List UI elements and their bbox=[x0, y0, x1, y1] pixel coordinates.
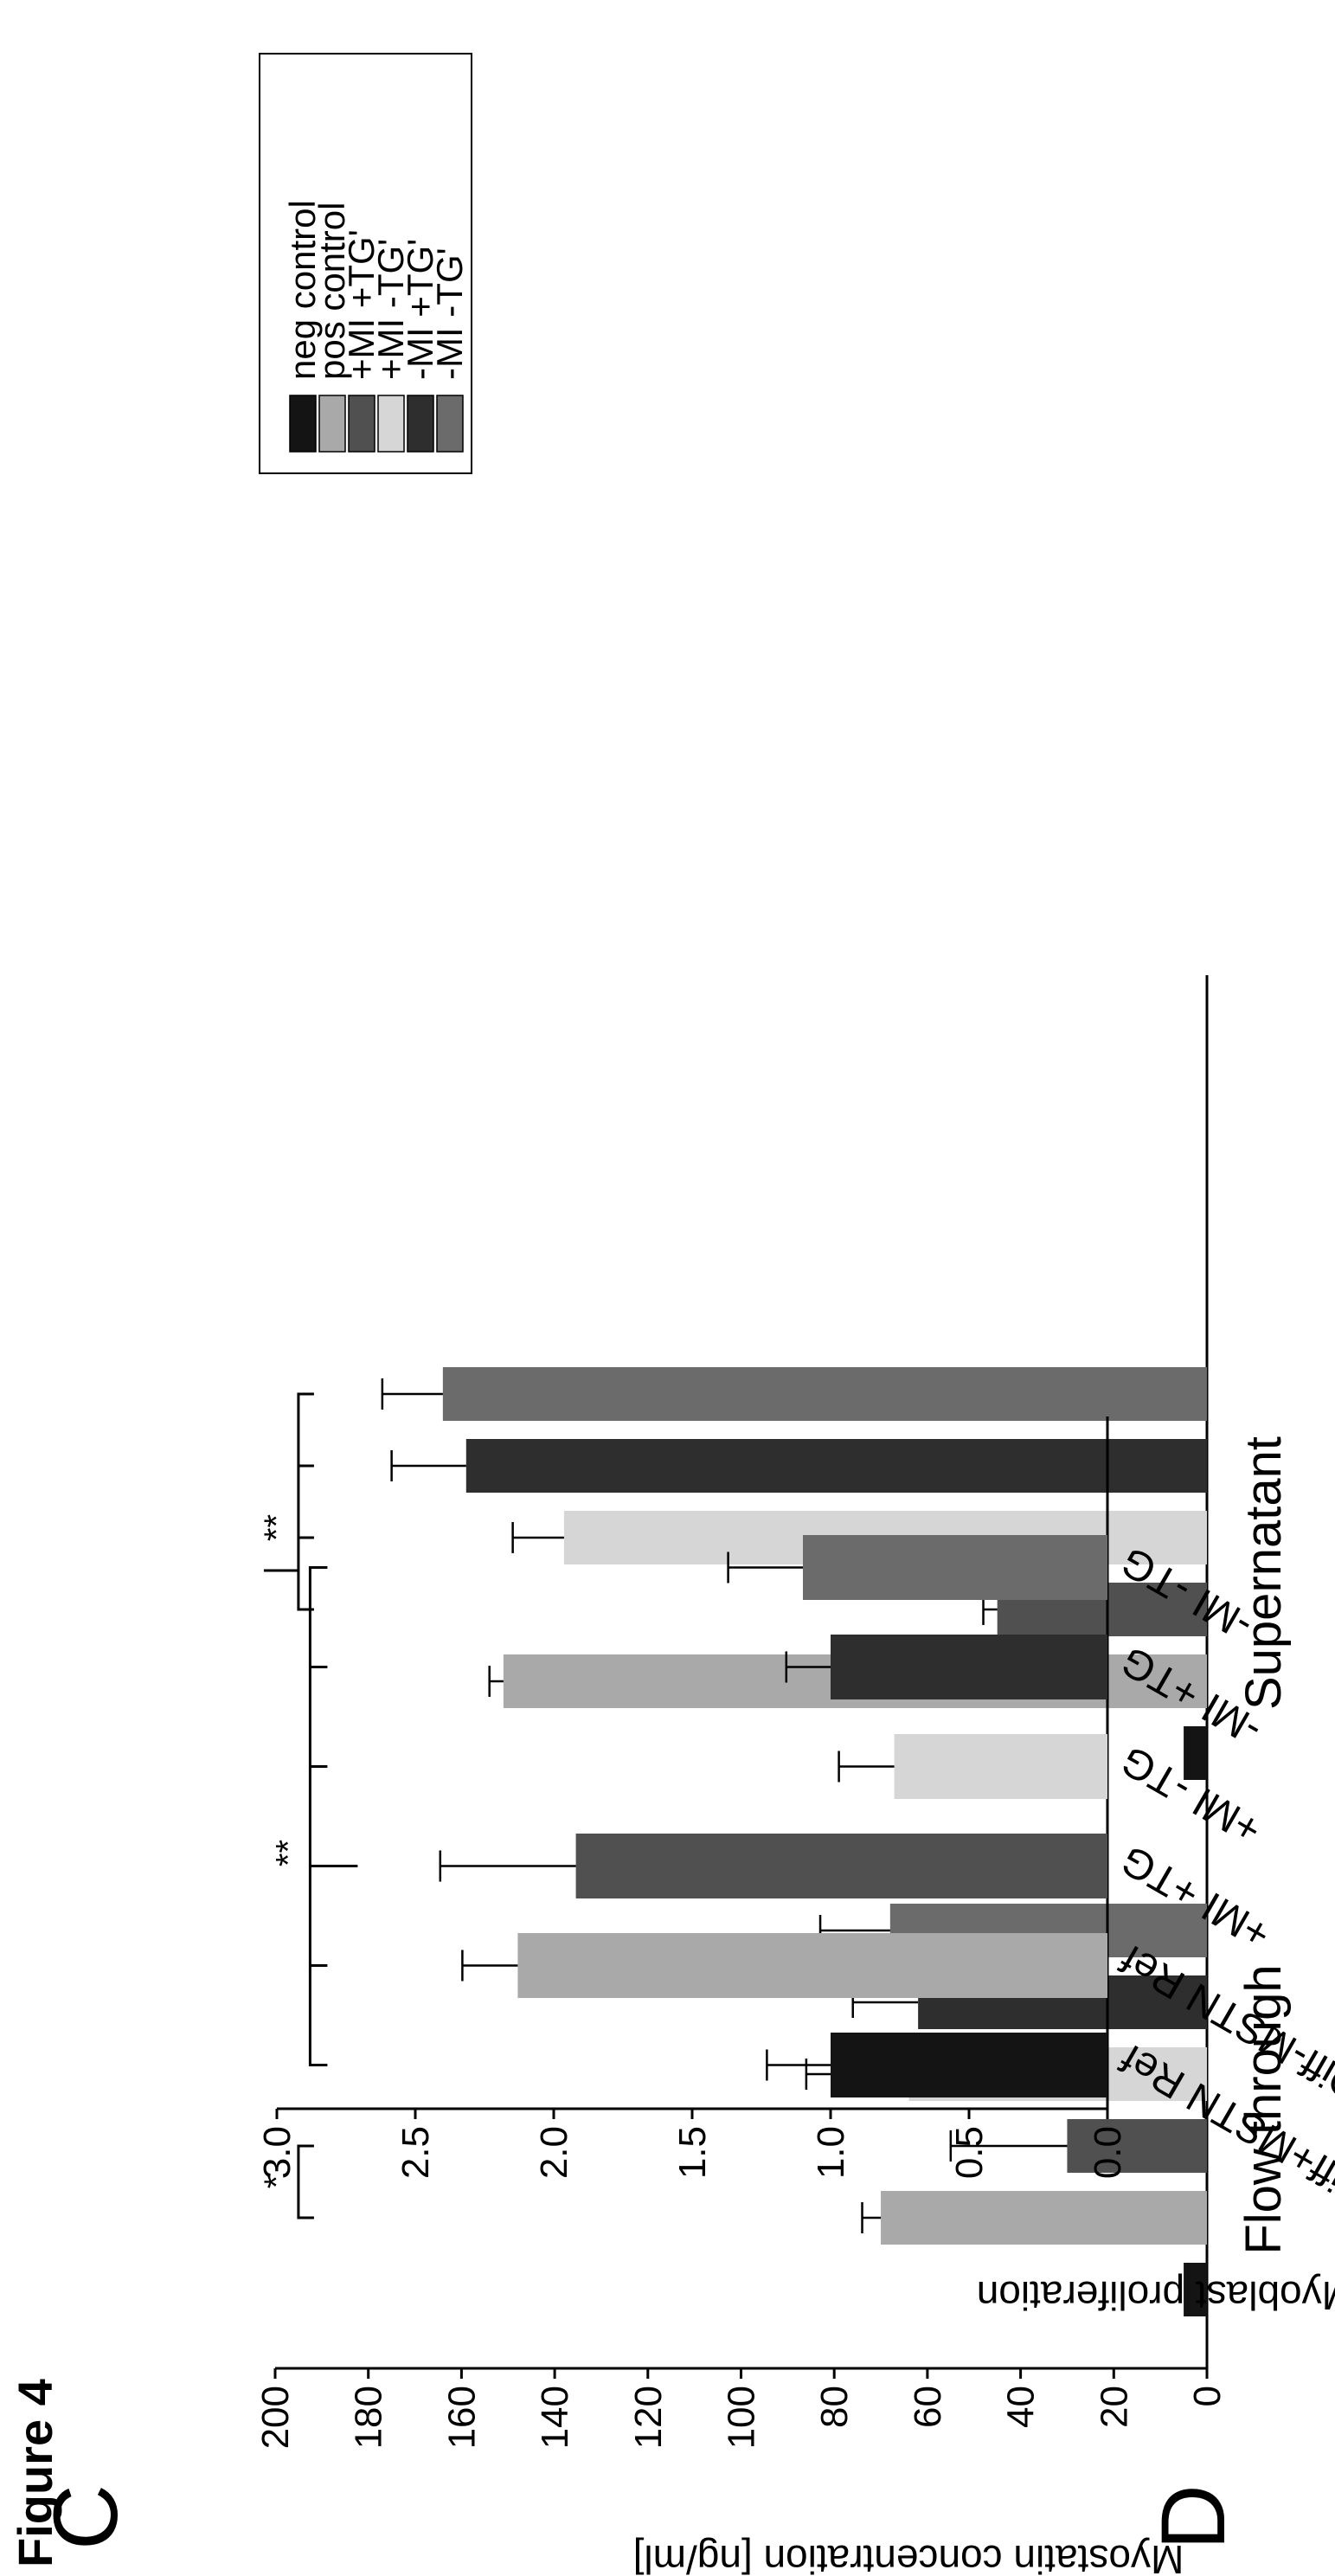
panel-c-legend-entry: neg control bbox=[282, 200, 323, 380]
panel-c-y-tick-label: 40 bbox=[1000, 2386, 1043, 2428]
panel-d-error-bars bbox=[439, 1551, 895, 2081]
panel-d-bar bbox=[517, 1933, 1107, 1998]
panel-d-y-tick-label: 0.0 bbox=[1087, 2126, 1129, 2179]
panel-c-legend-swatch bbox=[289, 395, 317, 453]
panel-c-y-tick-label: 200 bbox=[254, 2386, 297, 2449]
panel-c-category-label: Supernatant bbox=[1236, 1436, 1292, 1710]
panel-c-error-bar bbox=[390, 1450, 466, 1481]
panel-d-y-axis-label: x-fold Myoblast proliferation bbox=[977, 2273, 1335, 2318]
panel-d-error-bar bbox=[439, 1850, 576, 1882]
panel-d-y-tick-label: 0.5 bbox=[948, 2126, 991, 2179]
panel-d-bar bbox=[831, 1635, 1107, 1699]
panel-c-y-axis-label: Myostatin concentration [ng/ml] bbox=[633, 2537, 1184, 2576]
panel-c-y-ticks: 0 20 40 60 80 100 120 140 160 180 200 bbox=[254, 2368, 1229, 2449]
panel-c-significance-bracket bbox=[297, 2144, 314, 2219]
panel-c-letter: C bbox=[35, 2484, 137, 2550]
panel-d-y-tick-label: 2.5 bbox=[395, 2126, 437, 2179]
panel-c-y-tick-label: 60 bbox=[907, 2386, 949, 2428]
panel-c-significance: *** bbox=[258, 1392, 314, 2219]
panel-c-legend-entry: -MI +TG' bbox=[400, 239, 440, 380]
panel-c-error-bar bbox=[861, 2202, 882, 2233]
panel-c-legend-swatch bbox=[436, 395, 464, 453]
panel-c-bar bbox=[465, 1439, 1207, 1493]
panel-d-error-bar bbox=[461, 1950, 518, 1982]
panel-c-chart: C Myostatin concentration [ng/ml] 0 20 40 6… bbox=[35, 53, 1292, 2576]
panel-c-legend-swatch bbox=[407, 395, 434, 453]
panel-d-y-tick-label: 2.0 bbox=[533, 2126, 575, 2179]
panel-c-error-bar bbox=[949, 2130, 1068, 2162]
panel-d-error-bar bbox=[727, 1551, 803, 1584]
panel-d-significance: ** bbox=[269, 1566, 358, 2066]
panel-c-y-tick-label: 100 bbox=[721, 2386, 763, 2449]
panel-c-y-tick-label: 80 bbox=[813, 2386, 856, 2428]
panel-c-legend-swatch bbox=[348, 395, 375, 453]
panel-c-y-tick-label: 140 bbox=[534, 2386, 576, 2449]
panel-c-legend-entry: +MI +TG' bbox=[341, 229, 382, 380]
panel-d-error-bar bbox=[785, 1651, 831, 1683]
panel-d-error-bar bbox=[838, 1751, 895, 1783]
panel-d-letter: D bbox=[1143, 2484, 1244, 2550]
panel-d-error-bar bbox=[766, 2049, 831, 2081]
panel-c-bar bbox=[881, 2191, 1207, 2245]
panel-c-y-tick-label: 120 bbox=[627, 2386, 670, 2449]
panel-c-y-tick-label: 160 bbox=[440, 2386, 483, 2449]
panel-d-bars bbox=[517, 1535, 1107, 2097]
panel-c-error-bar bbox=[381, 1378, 443, 1410]
panel-c-significance-marker: ** bbox=[258, 1514, 296, 1541]
panel-c-legend-entry: pos control bbox=[311, 202, 352, 380]
panel-d-y-tick-label: 3.0 bbox=[256, 2126, 298, 2179]
legend-frame bbox=[259, 53, 472, 474]
panel-c-bar bbox=[442, 1367, 1207, 1421]
panel-d-y-tick-label: 1.5 bbox=[671, 2126, 714, 2179]
panel-c-error-bars bbox=[381, 1378, 1068, 2233]
panel-c-category-label: Flow through bbox=[1236, 1964, 1292, 2254]
panel-c-y-tick-label: 180 bbox=[348, 2386, 390, 2449]
panel-c-y-tick-label: 0 bbox=[1186, 2386, 1229, 2406]
panel-d-chart: D x-fold Myoblast proliferation 0.0 0.5 1.… bbox=[256, 1416, 1335, 2550]
panel-c-bar bbox=[1184, 1726, 1207, 1780]
panel-d-y-tick-label: 1.0 bbox=[810, 2126, 852, 2179]
panel-d-bar bbox=[831, 2033, 1107, 2097]
panel-c-error-bar bbox=[511, 1522, 564, 1553]
panel-c-significance-marker: * bbox=[258, 2175, 296, 2189]
panel-c-significance-bracket bbox=[263, 1392, 314, 1611]
panel-d-bar bbox=[575, 1834, 1107, 1898]
panel-d-significance-bracket bbox=[308, 1566, 358, 2066]
panel-c-y-tick-label: 20 bbox=[1093, 2386, 1135, 2428]
panel-c-legend-swatch bbox=[318, 395, 346, 453]
figure-title: Figure 4 bbox=[8, 2379, 62, 2567]
panel-c-bar bbox=[1067, 2119, 1207, 2173]
panel-c-bar bbox=[1184, 2263, 1207, 2316]
panel-d-significance-marker: ** bbox=[269, 1840, 307, 1866]
panel-d-y-ticks: 0.0 0.5 1.0 1.5 2.0 2.5 3.0 bbox=[256, 2109, 1129, 2179]
panel-c-legend-entry: +MI -TG' bbox=[370, 239, 411, 380]
panel-c-legend-entry: -MI -TG' bbox=[429, 247, 470, 380]
panel-c-error-bar bbox=[488, 1666, 504, 1697]
panel-c-legend-swatch bbox=[377, 395, 405, 453]
panel-d-bar bbox=[894, 1734, 1107, 1799]
panel-c-category-labels: Flow through Supernatant bbox=[1236, 1436, 1292, 2255]
panel-d-bar bbox=[803, 1535, 1107, 1600]
